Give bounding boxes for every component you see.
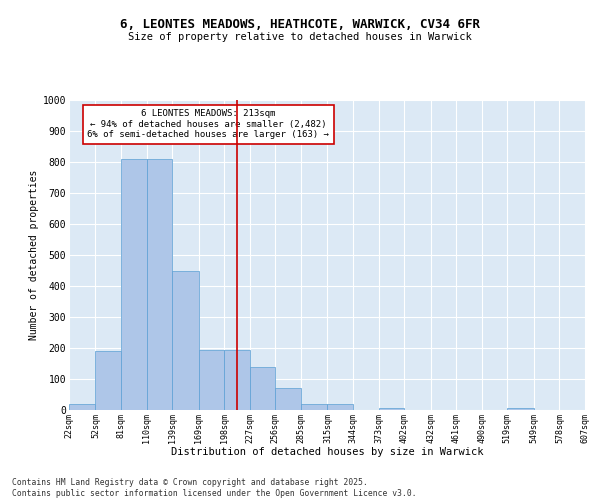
Bar [301, 404, 328, 410]
Bar [275, 388, 301, 410]
Text: Contains HM Land Registry data © Crown copyright and database right 2025.
Contai: Contains HM Land Registry data © Crown c… [12, 478, 416, 498]
Bar [379, 408, 404, 410]
Bar [199, 350, 224, 410]
Bar [172, 270, 199, 410]
Bar [250, 366, 275, 410]
Text: 6, LEONTES MEADOWS, HEATHCOTE, WARWICK, CV34 6FR: 6, LEONTES MEADOWS, HEATHCOTE, WARWICK, … [120, 18, 480, 30]
Y-axis label: Number of detached properties: Number of detached properties [29, 170, 38, 340]
Bar [508, 408, 534, 410]
Bar [121, 159, 146, 410]
Text: 6 LEONTES MEADOWS: 213sqm
← 94% of detached houses are smaller (2,482)
6% of sem: 6 LEONTES MEADOWS: 213sqm ← 94% of detac… [88, 110, 329, 139]
Bar [146, 159, 172, 410]
Text: Size of property relative to detached houses in Warwick: Size of property relative to detached ho… [128, 32, 472, 42]
Bar [224, 350, 250, 410]
X-axis label: Distribution of detached houses by size in Warwick: Distribution of detached houses by size … [171, 447, 483, 457]
Bar [328, 404, 353, 410]
Bar [69, 404, 95, 410]
Bar [95, 351, 121, 410]
